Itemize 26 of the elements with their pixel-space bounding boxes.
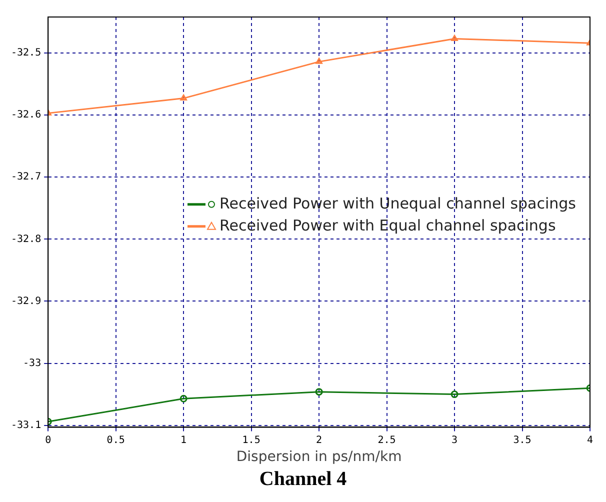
text: Channel 4 (258, 468, 348, 491)
x-tick-label: 2.5 (378, 434, 396, 446)
x-tick-label: 0.5 (106, 434, 125, 446)
x-tick-label: 1 (180, 434, 187, 446)
point (180, 94, 187, 101)
x-tick-label: 4 (586, 434, 594, 446)
y-tick-label: -33 (23, 358, 42, 369)
point (315, 388, 323, 396)
x-tick-label: 1.5 (242, 434, 260, 446)
x-tick-label: 0 (45, 434, 52, 446)
x-axis-title: Dispersion in ps/nm/km (236, 449, 402, 466)
point (316, 58, 322, 64)
x-tick-label: 3.5 (513, 434, 532, 446)
y-tick-label: -32.5 (10, 48, 42, 59)
point (180, 394, 188, 402)
y-tick-label: -32.7 (10, 172, 42, 183)
y-tick-label: -32.9 (10, 296, 42, 307)
legend-label: Received Power with Equal channel spacings (219, 216, 556, 234)
point (450, 390, 458, 398)
x-tick-label: 2 (316, 434, 322, 446)
y-tick-label: -32.8 (10, 234, 42, 245)
y-tick-label: -32.6 (10, 110, 42, 121)
point (451, 34, 458, 41)
x-tick-label: 3 (452, 434, 458, 446)
y-tick-label: -33.1 (10, 420, 42, 431)
legend-label: Received Power with Unequal channel spacings (219, 194, 576, 212)
